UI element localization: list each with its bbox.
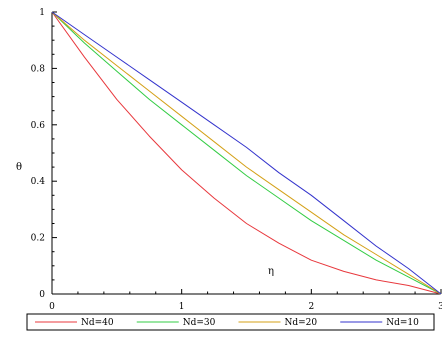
y-tick-label: 0.6 <box>31 121 46 131</box>
series-line-nd-30 <box>51 11 442 295</box>
y-tick-label: 1 <box>39 8 45 18</box>
legend-label: Nd=30 <box>183 318 216 328</box>
legend: Nd=40 Nd=30 Nd=20 Nd=10 <box>26 313 435 331</box>
legend-box <box>26 313 435 331</box>
y-tick-label: 0.8 <box>31 64 46 74</box>
series-layer <box>51 11 442 295</box>
series-line-nd-10 <box>51 11 442 295</box>
y-tick-label: 0.4 <box>31 177 46 187</box>
x-tick-label: 2 <box>308 302 314 312</box>
y-axis-label: θ <box>16 162 22 173</box>
x-axis-label: η <box>268 266 274 277</box>
series-line-nd-40 <box>51 11 442 295</box>
series-line-nd-20 <box>51 11 442 295</box>
legend-label: Nd=10 <box>386 318 419 328</box>
y-tick-label: 0 <box>39 290 45 300</box>
x-tick-label: 3 <box>438 302 442 312</box>
x-tick-label: 1 <box>179 302 185 312</box>
legend-label: Nd=40 <box>81 318 114 328</box>
y-tick-label: 0.2 <box>31 234 45 244</box>
axes: 0 1 2 3 0 0.2 0.4 0.6 0.8 1 η θ <box>16 8 442 312</box>
x-tick-label: 0 <box>49 302 55 312</box>
legend-label: Nd=20 <box>285 318 318 328</box>
